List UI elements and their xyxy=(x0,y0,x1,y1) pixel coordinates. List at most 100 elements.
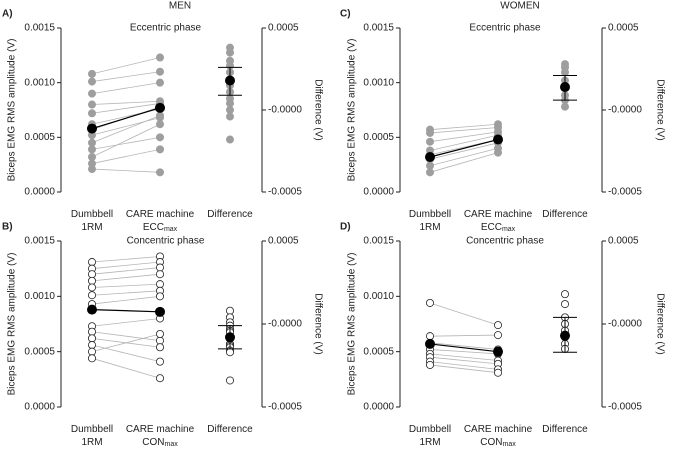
data-point xyxy=(88,258,97,267)
pair-line xyxy=(91,71,161,82)
pair-line xyxy=(429,353,499,361)
difference-point xyxy=(225,99,234,108)
y2-axis-label: Difference (V) xyxy=(654,293,665,355)
difference-mean xyxy=(560,82,570,93)
mean-point xyxy=(87,123,97,134)
mean-point xyxy=(425,152,435,163)
mean-point xyxy=(493,346,503,357)
data-point xyxy=(88,153,97,162)
y-tick-label: 0.0010 xyxy=(24,77,55,88)
difference-mean xyxy=(225,332,235,343)
x-tick-label-text: Difference xyxy=(207,424,253,435)
pair-line xyxy=(429,361,499,370)
column-title: WOMEN xyxy=(500,1,539,12)
pair-line xyxy=(429,356,499,365)
data-point xyxy=(155,67,164,76)
data-point xyxy=(88,334,97,343)
y-tick-label: 0.0010 xyxy=(363,291,394,302)
y-tick-label: 0.0005 xyxy=(363,132,394,143)
data-point xyxy=(155,357,164,366)
x-tick-label: Difference xyxy=(542,209,588,220)
pair-line xyxy=(91,168,161,173)
x-tick-label: Dumbbell xyxy=(71,209,113,220)
difference-point xyxy=(225,348,234,357)
data-point xyxy=(88,89,97,98)
x-tick-label-sub: max xyxy=(164,226,178,233)
data-point xyxy=(88,270,97,279)
y-axis-label: Biceps EMG RMS amplitude (V) xyxy=(7,39,18,182)
data-point xyxy=(493,331,502,340)
pair-line xyxy=(429,123,499,131)
difference-point xyxy=(225,376,234,385)
x-tick-label: Dumbbell xyxy=(409,424,451,435)
data-point xyxy=(88,165,97,174)
difference-point xyxy=(561,300,570,309)
data-point xyxy=(155,53,164,62)
pair-line xyxy=(429,302,499,326)
y-axis-label: Biceps EMG RMS amplitude (V) xyxy=(347,39,358,182)
difference-point xyxy=(561,102,570,111)
y-tick-label: 0.0000 xyxy=(24,402,55,413)
mean-point xyxy=(493,134,503,145)
pair-line xyxy=(91,115,161,144)
difference-mean xyxy=(225,75,235,86)
x-tick-label: ECCmax xyxy=(143,222,178,233)
mean-point xyxy=(155,102,165,113)
x-tick-label-text: CARE machine xyxy=(126,424,195,435)
x-tick-label-text: Dumbbell xyxy=(71,424,113,435)
y2-tick-label: -0.0005 xyxy=(608,187,642,198)
x-tick-label-text: ECC xyxy=(143,222,164,233)
x-tick-label-text: Difference xyxy=(207,209,253,220)
pair-line xyxy=(429,349,499,355)
x-tick-label: Difference xyxy=(207,209,253,220)
data-point xyxy=(155,263,164,272)
y-tick-label: 0.0000 xyxy=(24,187,55,198)
x-tick-label-text: ECC xyxy=(481,222,502,233)
pair-line xyxy=(91,331,161,341)
data-point xyxy=(155,78,164,87)
y2-tick-label: -0.0005 xyxy=(268,402,302,413)
pair-line xyxy=(91,103,161,114)
difference-point xyxy=(561,290,570,299)
pair-line xyxy=(429,134,499,151)
data-point xyxy=(88,77,97,86)
data-point xyxy=(425,360,434,369)
pair-line xyxy=(91,318,161,327)
difference-mean xyxy=(560,330,570,341)
data-point xyxy=(88,145,97,154)
x-tick-label-text: Difference xyxy=(542,424,588,435)
data-point xyxy=(88,341,97,350)
pair-line xyxy=(429,142,499,160)
pair-line xyxy=(429,131,499,143)
data-point xyxy=(155,343,164,352)
x-tick-label-text: CON xyxy=(480,437,502,448)
data-point xyxy=(88,283,97,292)
pair-line xyxy=(91,267,161,275)
panel-title: Eccentric phase xyxy=(469,23,541,34)
x-tick-label: 1RM xyxy=(419,437,440,448)
panel-label: A) xyxy=(2,9,13,20)
x-tick-label: 1RM xyxy=(81,222,102,233)
pair-line xyxy=(429,334,499,337)
y2-tick-label: 0.0005 xyxy=(608,23,639,34)
pair-line xyxy=(91,256,161,263)
data-point xyxy=(155,280,164,289)
x-tick-label-text: CARE machine xyxy=(464,209,533,220)
pair-line xyxy=(91,117,161,136)
data-point xyxy=(88,138,97,147)
pair-line xyxy=(91,261,161,270)
pair-line xyxy=(91,82,161,94)
data-point xyxy=(155,292,164,301)
data-point xyxy=(88,354,97,363)
x-tick-label: Dumbbell xyxy=(409,209,451,220)
panel-title: Eccentric phase xyxy=(130,23,202,34)
data-point xyxy=(155,336,164,345)
data-point xyxy=(88,347,97,356)
x-tick-label-text: Dumbbell xyxy=(409,209,451,220)
difference-point xyxy=(225,112,234,121)
x-tick-label: CARE machine xyxy=(126,209,195,220)
data-point xyxy=(88,276,97,285)
pair-line xyxy=(91,100,161,105)
data-point xyxy=(88,327,97,336)
mean-point xyxy=(87,304,97,315)
